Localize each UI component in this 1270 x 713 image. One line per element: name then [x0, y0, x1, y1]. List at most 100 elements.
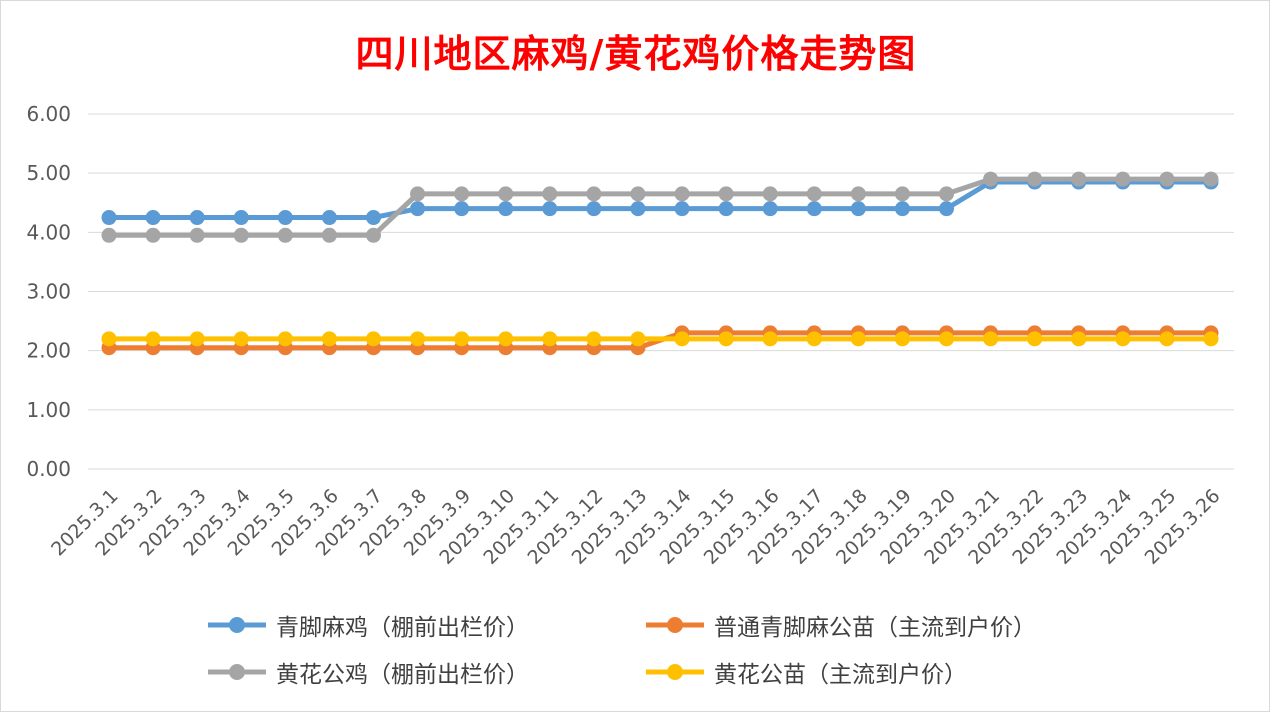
- data-point: [894, 186, 910, 202]
- data-point: [983, 331, 999, 347]
- data-point: [321, 210, 337, 226]
- data-point: [674, 331, 690, 347]
- data-point: [983, 171, 999, 187]
- data-point: [189, 331, 205, 347]
- data-point: [189, 210, 205, 226]
- data-point: [1159, 171, 1175, 187]
- data-point: [542, 186, 558, 202]
- data-point: [586, 186, 602, 202]
- data-point: [1071, 171, 1087, 187]
- data-point: [1027, 171, 1043, 187]
- legend-item: 普通青脚麻公苗（主流到户价）: [644, 611, 1084, 641]
- data-point: [233, 210, 249, 226]
- data-point: [145, 227, 161, 243]
- data-point: [101, 210, 117, 226]
- legend-item: 黄花公鸡（棚前出栏价）: [206, 658, 644, 688]
- data-point: [410, 201, 426, 217]
- legend-swatch: [646, 617, 704, 633]
- data-point: [586, 201, 602, 217]
- data-point: [806, 331, 822, 347]
- data-point: [718, 331, 734, 347]
- legend-swatch: [208, 664, 266, 680]
- data-point: [1027, 331, 1043, 347]
- data-point: [1203, 171, 1219, 187]
- y-axis-ticks: 0.00 1.00 2.00 3.00 4.00 5.00 6.00: [26, 102, 71, 481]
- series-2: [101, 171, 1219, 243]
- data-point: [233, 227, 249, 243]
- data-point: [365, 227, 381, 243]
- data-point: [410, 331, 426, 347]
- data-point: [1159, 331, 1175, 347]
- data-point: [674, 201, 690, 217]
- series-0: [101, 174, 1219, 226]
- data-point: [674, 186, 690, 202]
- data-point: [454, 186, 470, 202]
- y-tick-label: 6.00: [26, 102, 71, 126]
- data-point: [806, 201, 822, 217]
- data-point: [939, 331, 955, 347]
- data-point: [762, 186, 778, 202]
- data-point: [806, 186, 822, 202]
- data-point: [894, 331, 910, 347]
- data-point: [586, 331, 602, 347]
- data-point: [1115, 171, 1131, 187]
- data-point: [101, 331, 117, 347]
- data-point: [189, 227, 205, 243]
- series-lines: [101, 171, 1219, 356]
- data-point: [277, 210, 293, 226]
- data-point: [939, 186, 955, 202]
- data-point: [762, 331, 778, 347]
- data-point: [498, 201, 514, 217]
- legend: 青脚麻鸡（棚前出栏价） 普通青脚麻公苗（主流到户价） 黄花公鸡（棚前出栏价） 黄花公苗…: [206, 611, 1126, 691]
- legend-item: 青脚麻鸡（棚前出栏价）: [206, 611, 644, 641]
- data-point: [630, 201, 646, 217]
- data-point: [542, 201, 558, 217]
- legend-item: 黄花公苗（主流到户价）: [644, 658, 1084, 688]
- data-point: [718, 186, 734, 202]
- data-point: [454, 331, 470, 347]
- x-axis-ticks: 2025.3.12025.3.22025.3.32025.3.42025.3.5…: [47, 485, 1224, 569]
- data-point: [365, 210, 381, 226]
- data-point: [850, 331, 866, 347]
- data-point: [233, 331, 249, 347]
- data-point: [630, 186, 646, 202]
- data-point: [630, 331, 646, 347]
- data-point: [498, 186, 514, 202]
- data-point: [365, 331, 381, 347]
- data-point: [498, 331, 514, 347]
- data-point: [718, 201, 734, 217]
- y-tick-label: 0.00: [26, 457, 71, 481]
- data-point: [321, 227, 337, 243]
- data-point: [1071, 331, 1087, 347]
- legend-swatch: [208, 617, 266, 633]
- legend-label: 黄花公苗（主流到户价）: [714, 662, 967, 688]
- data-point: [850, 186, 866, 202]
- legend-label: 普通青脚麻公苗（主流到户价）: [714, 615, 1036, 641]
- data-point: [145, 331, 161, 347]
- data-point: [321, 331, 337, 347]
- data-point: [894, 201, 910, 217]
- data-point: [1115, 331, 1131, 347]
- y-tick-label: 3.00: [26, 280, 71, 304]
- chart-title: 四川地区麻鸡/黄花鸡价格走势图: [355, 31, 917, 76]
- y-tick-label: 5.00: [26, 161, 71, 185]
- data-point: [277, 331, 293, 347]
- data-point: [145, 210, 161, 226]
- data-point: [542, 331, 558, 347]
- data-point: [939, 201, 955, 217]
- data-point: [454, 201, 470, 217]
- legend-label: 青脚麻鸡（棚前出栏价）: [276, 615, 529, 641]
- legend-swatch: [646, 664, 704, 680]
- legend-label: 黄花公鸡（棚前出栏价）: [276, 662, 529, 688]
- data-point: [1203, 331, 1219, 347]
- data-point: [762, 201, 778, 217]
- series-line: [109, 179, 1211, 221]
- y-tick-label: 1.00: [26, 398, 71, 422]
- data-point: [850, 201, 866, 217]
- series-3: [101, 331, 1219, 347]
- data-point: [277, 227, 293, 243]
- y-tick-label: 2.00: [26, 339, 71, 363]
- gridlines: [88, 113, 1234, 470]
